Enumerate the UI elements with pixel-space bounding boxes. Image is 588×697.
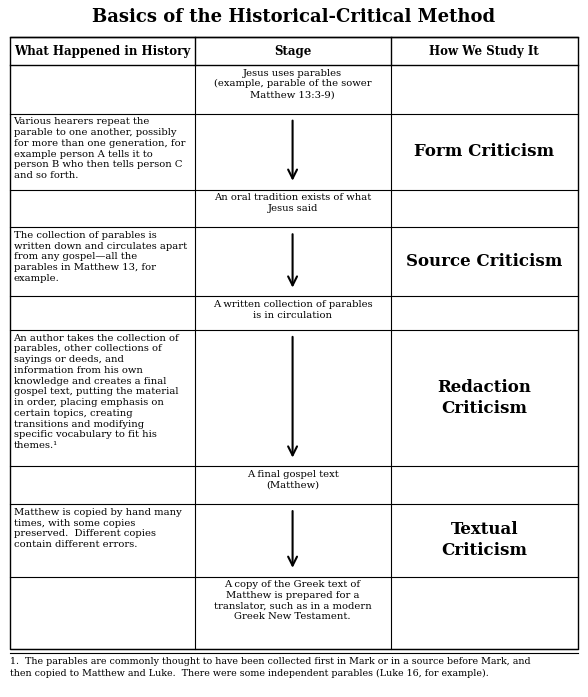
Text: Redaction
Criticism: Redaction Criticism [437,379,531,418]
Text: Source Criticism: Source Criticism [406,254,563,270]
Text: Stage: Stage [274,45,311,57]
Text: A copy of the Greek text of
Matthew is prepared for a
translator, such as in a m: A copy of the Greek text of Matthew is p… [213,580,372,622]
Text: An author takes the collection of
parables, other collections of
sayings or deed: An author takes the collection of parabl… [14,334,179,450]
Text: Form Criticism: Form Criticism [414,143,554,160]
Text: 1.  The parables are commonly thought to have been collected first in Mark or in: 1. The parables are commonly thought to … [10,657,530,678]
Text: A written collection of parables
is in circulation: A written collection of parables is in c… [213,300,372,320]
Text: What Happened in History: What Happened in History [14,45,191,57]
Text: A final gospel text
(Matthew): A final gospel text (Matthew) [247,470,339,490]
Bar [10,37,578,649]
Text: An oral tradition exists of what
Jesus said: An oral tradition exists of what Jesus s… [214,193,371,213]
Text: The collection of parables is
written down and circulates apart
from any gospel—: The collection of parables is written do… [14,231,186,283]
Text: Matthew is copied by hand many
times, with some copies
preserved.  Different cop: Matthew is copied by hand many times, wi… [14,507,181,549]
Text: Basics of the Historical-Critical Method: Basics of the Historical-Critical Method [92,8,496,26]
Text: Textual
Criticism: Textual Criticism [441,521,527,560]
Text: Various hearers repeat the
parable to one another, possibly
for more than one ge: Various hearers repeat the parable to on… [14,117,185,180]
Text: Jesus uses parables
(example, parable of the sower
Matthew 13:3-9): Jesus uses parables (example, parable of… [214,68,372,99]
Text: How We Study It: How We Study It [429,45,539,57]
